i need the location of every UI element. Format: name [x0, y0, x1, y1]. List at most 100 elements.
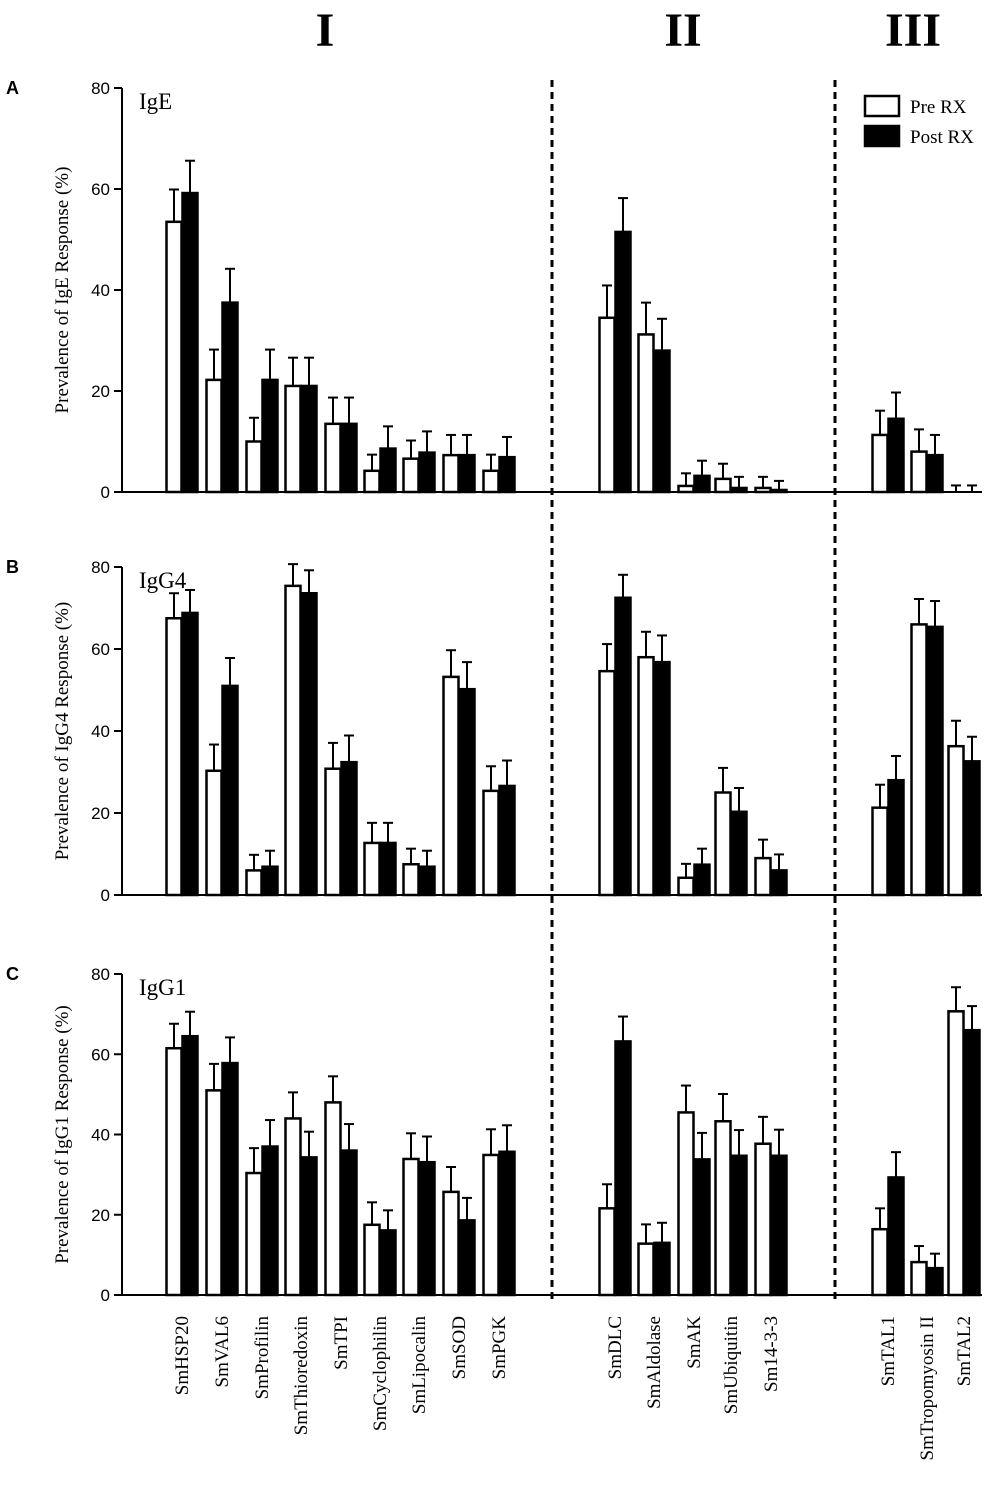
y-axis-title-IgE: Prevalence of IgE Response (%) [52, 167, 73, 414]
legend-swatch-post [863, 124, 901, 148]
bar-IgG4-post-SmTPI [340, 760, 358, 897]
y-tick-label-IgE: 0 [101, 483, 110, 502]
bar-IgG4-post-SmTAL2 [963, 760, 981, 897]
bar-IgE-pre-SmThioredoxin [284, 384, 302, 494]
category-label: SmAldolase [644, 1316, 665, 1409]
y-tick-label-IgG1: 20 [91, 1206, 110, 1225]
bar-IgG1-post-SmTAL2 [963, 1028, 981, 1297]
bar-IgG1-pre-SmThioredoxin [284, 1117, 302, 1297]
bar-IgG1-pre-SmUbiquitin [714, 1120, 732, 1297]
bar-IgG4-post-SmSOD [458, 687, 476, 897]
y-tick-label-IgE: 60 [91, 180, 110, 199]
category-label: Sm14-3-3 [761, 1316, 782, 1392]
y-tick-label-IgG4: 40 [91, 722, 110, 741]
bar-IgE-post-SmHSP20 [181, 191, 199, 494]
bar-IgG4-post-SmLipocalin [418, 865, 436, 897]
panel-letter-A: A [6, 78, 19, 98]
category-label: SmCyclophilin [370, 1316, 391, 1432]
bar-IgG4-post-SmAldolase [653, 660, 671, 897]
bar-IgE-pre-SmAK [677, 484, 695, 494]
bar-IgG1-post-SmTPI [340, 1149, 358, 1297]
bar-IgE-post-SmTPI [340, 422, 358, 494]
panel-letter-C: C [6, 964, 19, 984]
category-label: SmTAL1 [878, 1316, 899, 1386]
bar-IgG1-pre-SmAK [677, 1111, 695, 1297]
bar-IgG4-post-SmCyclophilin [379, 841, 397, 897]
y-tick-label-IgE: 80 [91, 79, 110, 98]
bar-IgE-pre-SmTAL1 [871, 433, 889, 494]
category-label: SmDLC [605, 1316, 626, 1379]
bar-IgG4-post-SmVAL6 [221, 684, 239, 897]
bar-IgE-post-SmAldolase [653, 349, 671, 494]
bar-IgE-post-SmPGK [498, 455, 516, 494]
category-label: SmTAL2 [954, 1316, 975, 1386]
bar-IgG4-pre-SmTropomyosin II [910, 623, 928, 897]
bar-IgE-pre-SmDLC [598, 316, 616, 494]
category-label: SmLipocalin [409, 1316, 430, 1415]
bar-IgG1-pre-Sm14-3-3 [754, 1142, 772, 1297]
bar-IgE-pre-SmAldolase [637, 333, 655, 494]
bar-IgG1-pre-SmCyclophilin [363, 1223, 381, 1297]
bar-IgG1-post-SmDLC [614, 1040, 632, 1297]
bar-IgG1-pre-SmSOD [442, 1190, 460, 1297]
bar-IgG1-pre-SmProfilin [245, 1171, 263, 1297]
bar-IgE-post-SmSOD [458, 453, 476, 494]
bar-IgE-pre-SmCyclophilin [363, 469, 381, 494]
bar-IgG1-pre-SmAldolase [637, 1242, 655, 1297]
bar-IgE-post-SmTropomyosin II [926, 453, 944, 494]
bar-IgG1-pre-SmVAL6 [205, 1089, 223, 1297]
bar-IgG4-post-SmUbiquitin [730, 810, 748, 897]
bar-IgG1-pre-SmPGK [482, 1153, 500, 1297]
bar-IgG1-pre-SmHSP20 [165, 1046, 183, 1297]
y-axis-title-IgG4: Prevalence of IgG4 Response (%) [52, 602, 73, 861]
bar-IgG4-post-SmDLC [614, 596, 632, 897]
category-label: SmPGK [489, 1316, 510, 1380]
bar-IgG4-post-SmAK [693, 863, 711, 897]
bar-IgE-pre-SmProfilin [245, 440, 263, 494]
category-label: SmProfilin [252, 1316, 273, 1400]
y-tick-label-IgG4: 0 [101, 886, 110, 905]
bar-IgG1-post-SmTropomyosin II [926, 1266, 944, 1297]
bar-IgG1-post-SmTAL1 [887, 1176, 905, 1297]
bar-IgG1-pre-SmTAL2 [947, 1010, 965, 1297]
bar-IgG4-post-SmThioredoxin [300, 591, 318, 897]
bar-IgG4-pre-SmAldolase [637, 655, 655, 897]
category-label: SmSOD [449, 1316, 470, 1379]
group-label-1: I [316, 4, 335, 57]
bar-IgE-pre-SmPGK [482, 469, 500, 494]
bar-IgE-pre-SmSOD [442, 453, 460, 494]
bar-IgE-post-SmLipocalin [418, 451, 436, 494]
bar-IgG1-post-SmThioredoxin [300, 1156, 318, 1297]
bar-IgG1-post-Sm14-3-3 [770, 1154, 788, 1297]
bar-IgG1-pre-SmLipocalin [402, 1157, 420, 1297]
bar-IgG4-post-SmTropomyosin II [926, 625, 944, 897]
bar-IgG4-pre-SmVAL6 [205, 769, 223, 897]
bar-IgG1-post-SmVAL6 [221, 1061, 239, 1297]
bar-IgG4-pre-SmHSP20 [165, 617, 183, 897]
category-label: SmTPI [331, 1316, 352, 1370]
bar-IgE-pre-SmUbiquitin [714, 477, 732, 494]
legend-label-pre: Pre RX [910, 97, 967, 118]
y-tick-label-IgE: 40 [91, 281, 110, 300]
group-label-3: III [885, 4, 941, 57]
bar-IgG1-post-SmLipocalin [418, 1160, 436, 1297]
bar-IgE-post-Sm14-3-3 [770, 488, 788, 494]
bar-IgE-post-SmCyclophilin [379, 447, 397, 494]
bar-IgE-pre-SmVAL6 [205, 378, 223, 494]
bar-IgE-post-SmProfilin [261, 378, 279, 494]
y-tick-label-IgG1: 40 [91, 1126, 110, 1145]
bar-IgG4-pre-SmCyclophilin [363, 841, 381, 897]
category-label: SmVAL6 [212, 1316, 233, 1387]
bar-IgG4-pre-SmProfilin [245, 869, 263, 897]
bar-IgG1-post-SmCyclophilin [379, 1229, 397, 1297]
bar-IgG1-post-SmSOD [458, 1219, 476, 1297]
bar-IgG1-pre-SmDLC [598, 1207, 616, 1297]
group-label-2: II [664, 4, 701, 57]
bar-IgG1-pre-SmTropomyosin II [910, 1260, 928, 1297]
panel-label-IgG4: IgG4 [139, 568, 187, 593]
panel-label-IgE: IgE [139, 89, 172, 114]
bar-IgG4-pre-SmTAL2 [947, 744, 965, 897]
bar-IgG4-pre-SmAK [677, 876, 695, 897]
y-axis-title-IgG1: Prevalence of IgG1 Response (%) [52, 1005, 73, 1264]
bar-IgG4-pre-SmUbiquitin [714, 791, 732, 897]
